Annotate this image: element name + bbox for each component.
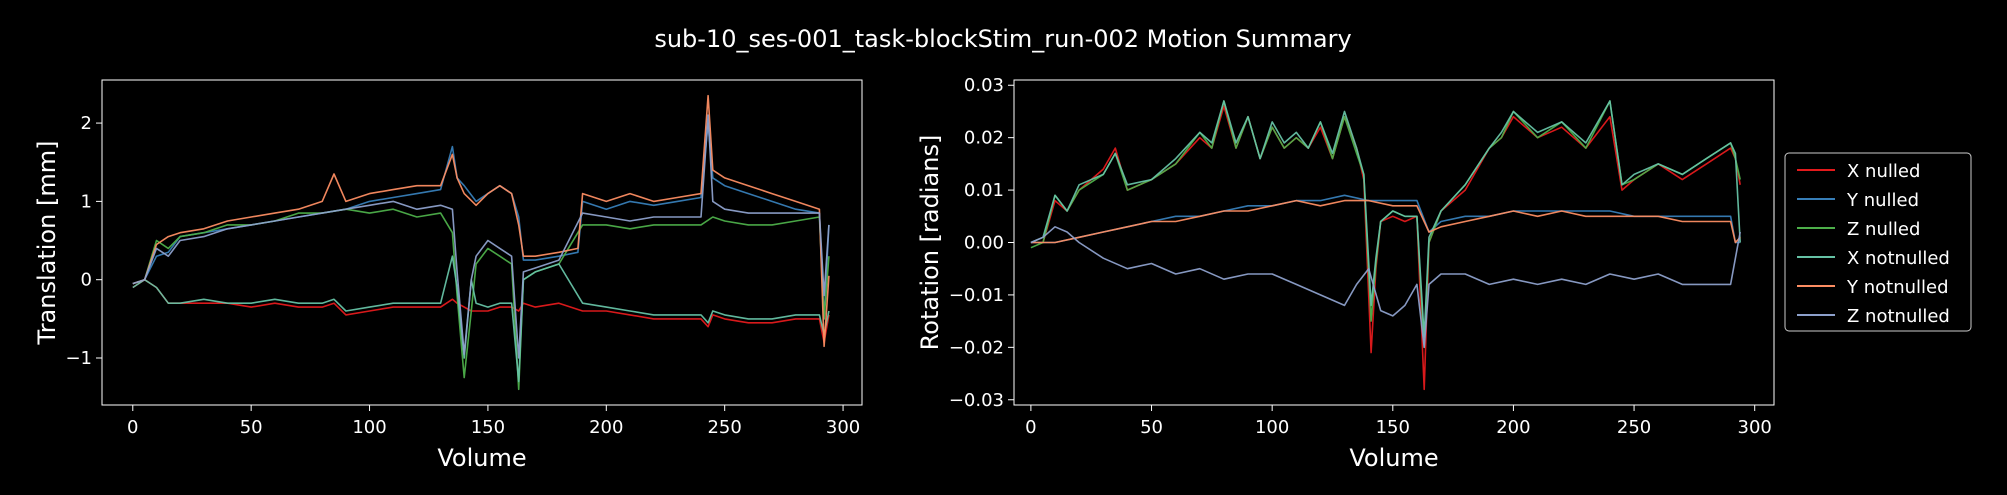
legend-label-x-notnulled: X notnulled xyxy=(1847,248,1950,269)
figure-title: sub-10_ses-001_task-blockStim_run-002 Mo… xyxy=(654,25,1351,53)
rotation-series-lines xyxy=(1030,100,1741,391)
y-tick-label: −0.01 xyxy=(949,285,1004,306)
y-tick-label: −0.03 xyxy=(949,390,1004,411)
y-tick-label: 0.02 xyxy=(964,128,1004,149)
series-line-z-notnulled xyxy=(132,114,830,359)
rotation-chart: 0 50 100 150 200 250 300 −0.03 −0.02 −0.01 0.00 0.0… xyxy=(916,75,1775,472)
y-tick-label: 0.01 xyxy=(964,180,1004,201)
x-axis-label: Volume xyxy=(437,444,526,472)
legend-label-y-notnulled: Y notnulled xyxy=(1846,277,1949,298)
plot-frame xyxy=(101,79,863,406)
series-line-x-notnulled xyxy=(132,255,830,383)
x-tick-label: 300 xyxy=(826,417,860,438)
y-tick-label: −0.02 xyxy=(949,337,1004,358)
y-tick-label: −1 xyxy=(65,348,92,369)
x-tick-label: 300 xyxy=(1738,417,1772,438)
translation-chart: 0 50 100 150 200 250 300 −1 0 1 2 Volume Translation… xyxy=(33,79,863,472)
y-tick-label: 0.03 xyxy=(964,75,1004,96)
legend: X nulled Y nulled Z nulled X notnulled Y not… xyxy=(1784,152,1972,332)
x-tick-label: 200 xyxy=(589,417,623,438)
x-tick-label: 100 xyxy=(352,417,386,438)
x-tick-label: 50 xyxy=(1140,417,1163,438)
x-tick-label: 250 xyxy=(707,417,741,438)
series-line-y-notnulled xyxy=(1030,199,1741,244)
y-axis-label: Translation [mm] xyxy=(33,141,61,346)
x-tick-label: 50 xyxy=(240,417,263,438)
x-tick-label: 100 xyxy=(1255,417,1289,438)
y-tick-label: 1 xyxy=(81,191,92,212)
y-axis-label: Rotation [radians] xyxy=(916,135,944,351)
x-tick-label: 150 xyxy=(1376,417,1410,438)
x-tick-label: 200 xyxy=(1496,417,1530,438)
legend-label-z-nulled: Z nulled xyxy=(1847,219,1920,240)
series-line-x-notnulled xyxy=(1030,100,1741,338)
legend-label-x-nulled: X nulled xyxy=(1847,161,1920,182)
x-tick-label: 150 xyxy=(471,417,505,438)
x-tick-label: 0 xyxy=(127,417,138,438)
x-axis-label: Volume xyxy=(1349,444,1438,472)
y-tick-label: 0 xyxy=(81,270,92,291)
series-line-x-nulled xyxy=(132,278,830,344)
series-line-y-notnulled xyxy=(132,94,830,348)
y-tick-label: 2 xyxy=(81,113,92,134)
x-tick-label: 250 xyxy=(1617,417,1651,438)
legend-label-y-nulled: Y nulled xyxy=(1846,190,1919,211)
x-tick-label: 0 xyxy=(1025,417,1036,438)
y-tick-label: 0.00 xyxy=(964,233,1004,254)
translation-series-lines xyxy=(132,94,830,391)
series-line-z-notnulled xyxy=(1030,226,1741,349)
legend-label-z-notnulled: Z notnulled xyxy=(1847,306,1950,327)
